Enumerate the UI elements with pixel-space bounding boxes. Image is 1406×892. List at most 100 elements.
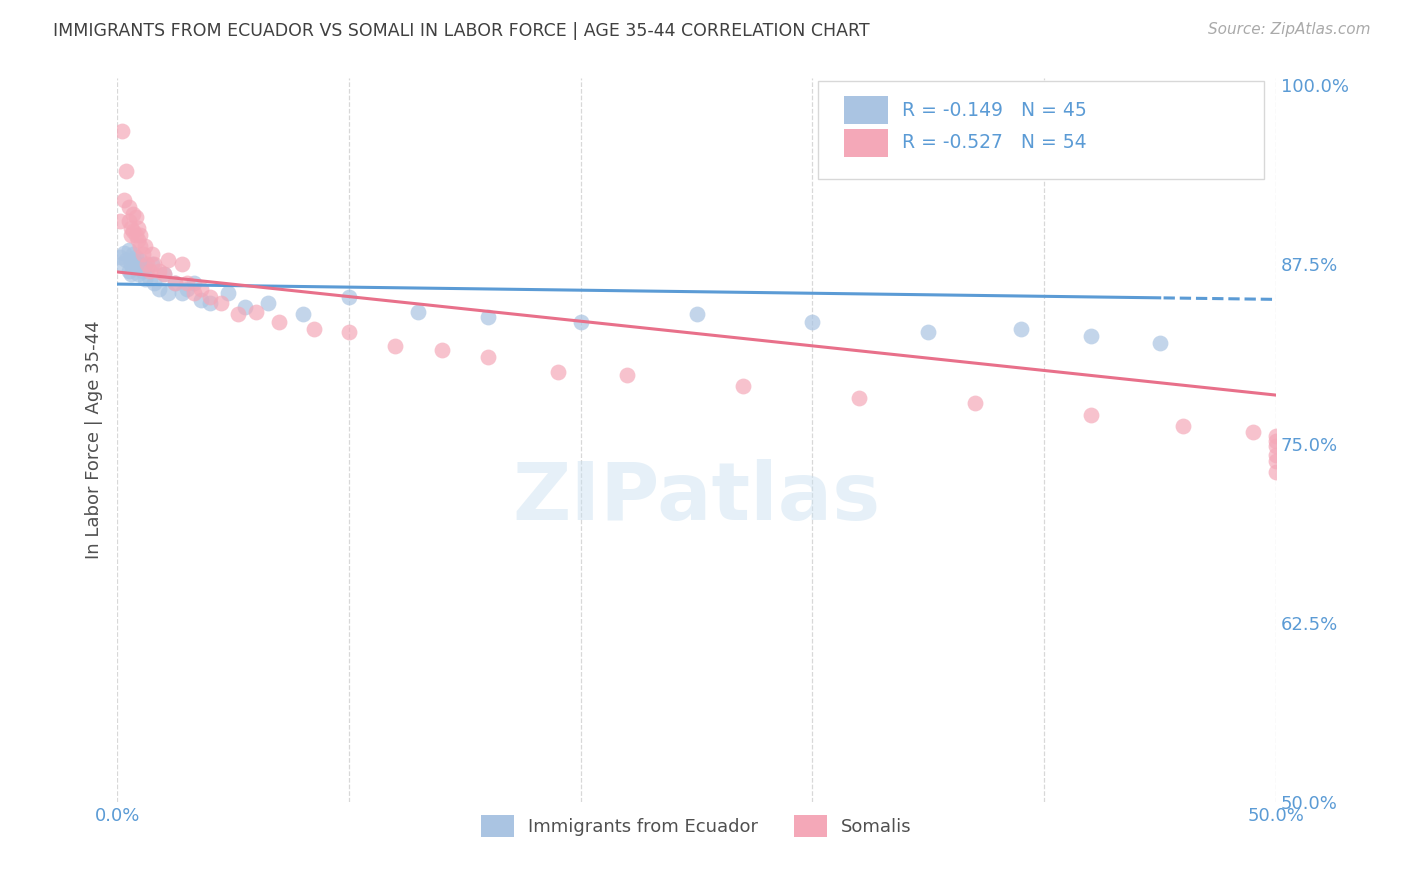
Point — [127, 261, 149, 276]
Point — [917, 325, 939, 339]
Point — [141, 247, 163, 261]
Point — [129, 228, 152, 243]
Point — [190, 282, 212, 296]
Point — [143, 257, 166, 271]
Point — [1265, 448, 1288, 462]
Point — [115, 164, 138, 178]
Point — [217, 285, 239, 300]
Point — [125, 250, 148, 264]
Point — [122, 224, 145, 238]
Point — [183, 285, 205, 300]
Point — [477, 310, 499, 325]
Point — [176, 282, 198, 296]
Point — [134, 271, 156, 285]
Point — [111, 257, 134, 271]
Point — [963, 396, 986, 410]
Point — [112, 245, 135, 260]
Point — [165, 276, 187, 290]
Point — [291, 307, 314, 321]
Point — [176, 276, 198, 290]
Point — [112, 193, 135, 207]
Point — [1080, 329, 1102, 343]
Point — [337, 325, 360, 339]
Point — [430, 343, 453, 358]
Point — [129, 257, 152, 271]
Point — [183, 276, 205, 290]
Point — [136, 261, 159, 276]
Point — [134, 238, 156, 252]
Point — [569, 315, 592, 329]
Point — [125, 210, 148, 224]
Point — [143, 276, 166, 290]
Point — [172, 285, 194, 300]
Point — [801, 315, 824, 329]
Legend: Immigrants from Ecuador, Somalis: Immigrants from Ecuador, Somalis — [474, 807, 920, 844]
Point — [108, 250, 131, 264]
Text: ZIPatlas: ZIPatlas — [512, 458, 880, 537]
Point — [547, 365, 569, 379]
Point — [136, 257, 159, 271]
Point — [138, 264, 160, 278]
Point — [157, 252, 180, 267]
Point — [122, 207, 145, 221]
Point — [131, 264, 153, 278]
Point — [157, 285, 180, 300]
Point — [148, 264, 170, 278]
Point — [685, 307, 707, 321]
FancyBboxPatch shape — [844, 129, 887, 157]
Text: IMMIGRANTS FROM ECUADOR VS SOMALI IN LABOR FORCE | AGE 35-44 CORRELATION CHART: IMMIGRANTS FROM ECUADOR VS SOMALI IN LAB… — [53, 22, 870, 40]
Point — [127, 221, 149, 235]
Point — [127, 267, 149, 281]
Point — [848, 391, 870, 405]
Point — [269, 315, 291, 329]
Point — [125, 259, 148, 273]
Point — [122, 254, 145, 268]
Point — [302, 322, 325, 336]
Point — [1080, 408, 1102, 422]
Point — [337, 290, 360, 304]
Point — [226, 307, 249, 321]
Point — [152, 267, 174, 281]
Point — [129, 238, 152, 252]
Point — [198, 296, 221, 310]
Point — [233, 300, 256, 314]
Point — [256, 296, 278, 310]
Point — [731, 379, 754, 393]
Y-axis label: In Labor Force | Age 35-44: In Labor Force | Age 35-44 — [86, 320, 103, 559]
Point — [118, 264, 141, 278]
Point — [1265, 434, 1288, 448]
Point — [616, 368, 638, 382]
Point — [111, 124, 134, 138]
Point — [115, 252, 138, 267]
Point — [120, 221, 142, 235]
Text: Source: ZipAtlas.com: Source: ZipAtlas.com — [1208, 22, 1371, 37]
Point — [118, 214, 141, 228]
FancyBboxPatch shape — [818, 81, 1264, 179]
Point — [122, 247, 145, 261]
Point — [120, 257, 142, 271]
Point — [211, 296, 233, 310]
Point — [172, 257, 194, 271]
Point — [477, 351, 499, 365]
Point — [408, 304, 430, 318]
Point — [198, 290, 221, 304]
Point — [165, 276, 187, 290]
Point — [125, 228, 148, 243]
Text: R = -0.527   N = 54: R = -0.527 N = 54 — [901, 134, 1087, 153]
Point — [118, 243, 141, 257]
Point — [131, 247, 153, 261]
Point — [148, 282, 170, 296]
Point — [245, 304, 267, 318]
Point — [384, 339, 406, 353]
Point — [1265, 429, 1288, 443]
Point — [120, 228, 142, 243]
Point — [152, 267, 174, 281]
Point — [1173, 419, 1195, 434]
Point — [127, 233, 149, 247]
Point — [1265, 454, 1288, 468]
Point — [190, 293, 212, 307]
Point — [108, 214, 131, 228]
Text: R = -0.149   N = 45: R = -0.149 N = 45 — [901, 101, 1087, 120]
Point — [1265, 439, 1288, 453]
Point — [129, 252, 152, 267]
